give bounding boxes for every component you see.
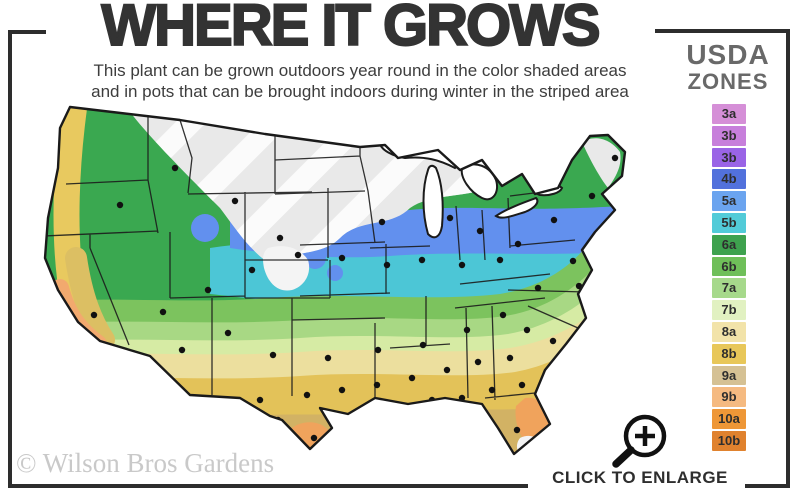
click-to-enlarge-label[interactable]: CLICK TO ENLARGE [552, 468, 728, 487]
legend-zone-5b: 5b [712, 212, 746, 233]
watermark: © Wilson Bros Gardens [16, 448, 275, 478]
city-dot [338, 254, 346, 262]
city-dot [506, 354, 514, 362]
city-dot [550, 216, 558, 224]
frame-right-border [786, 29, 790, 488]
city-dot [373, 381, 381, 389]
city-dot [418, 256, 426, 264]
legend-title: USDA ZONES [660, 40, 796, 94]
city-dot [514, 240, 522, 248]
city-dot [338, 386, 346, 394]
rockies-blue-patch [327, 265, 343, 281]
rockies-blue-patch [191, 214, 219, 242]
lake-erie [494, 196, 539, 219]
legend-zone-9b: 9b [712, 387, 746, 408]
city-dot [419, 341, 427, 349]
legend-zone-6a: 6a [712, 234, 746, 255]
legend-zone-8b: 8b [712, 343, 746, 364]
city-dot [276, 234, 284, 242]
zone-legend: 3a 3b 3b 4b 5a 5b 6a 6b 7a 7b 8a 8b 9a 9b 10a 10b [712, 104, 746, 451]
city-dot [224, 329, 232, 337]
maine-gray-patch [582, 138, 621, 188]
city-dot [523, 326, 531, 334]
city-dot [474, 358, 482, 366]
city-dot [204, 286, 212, 294]
legend-zone-7a: 7a [712, 278, 746, 299]
city-dot [384, 418, 392, 426]
legend-zone-3b: 3b [712, 125, 746, 146]
lake-huron [460, 163, 498, 201]
legend-zone-6b: 6b [712, 256, 746, 277]
legend-zone-3b: 3b [712, 147, 746, 168]
city-dot [269, 351, 277, 359]
us-outline [43, 105, 627, 456]
frame-bottom-right-border [745, 484, 790, 488]
city-dot [374, 346, 382, 354]
california-gold-strip [65, 247, 115, 351]
usda-zone-map[interactable] [30, 98, 645, 466]
legend-title-zones: ZONES [687, 69, 769, 94]
legend-zone-10a: 10a [712, 409, 746, 429]
city-dot [458, 261, 466, 269]
lake-michigan [422, 164, 444, 239]
city-dot [178, 346, 186, 354]
city-dot [248, 266, 256, 274]
city-dot [499, 311, 507, 319]
city-dot [159, 308, 167, 316]
city-dot [448, 421, 456, 429]
page-title: WHERE IT GROWS [100, 0, 601, 59]
frame-left-border [8, 30, 12, 488]
city-dot [303, 391, 311, 399]
city-dot [324, 354, 332, 362]
city-dot [496, 256, 504, 264]
city-dot [534, 284, 542, 292]
city-dot [480, 416, 488, 424]
city-dot [463, 326, 471, 334]
city-dot [294, 251, 302, 259]
city-dot [443, 366, 451, 374]
city-dot [118, 351, 126, 359]
subtitle-line-1: This plant can be grown outdoors year ro… [93, 61, 627, 80]
legend-zone-5a: 5a [712, 191, 746, 211]
city-dot [256, 396, 264, 404]
city-dot [116, 201, 124, 209]
city-dot [588, 192, 596, 200]
city-dot [513, 426, 521, 434]
city-dot [90, 311, 98, 319]
rockies-blue-patch [304, 247, 326, 269]
legend-zone-3a: 3a [712, 104, 746, 124]
city-dot [446, 214, 454, 222]
city-dot [476, 227, 484, 235]
city-dot [620, 218, 625, 226]
city-dot [611, 154, 619, 162]
legend-zone-4b: 4b [712, 169, 746, 190]
legend-zone-9a: 9a [712, 365, 746, 386]
city-dot [549, 337, 557, 345]
city-dot [518, 381, 526, 389]
city-dot [488, 386, 496, 394]
subtitle-line-2: and in pots that can be brought indoors … [91, 82, 629, 101]
city-dot [171, 164, 179, 172]
frame-bottom-left-border [8, 484, 528, 488]
city-dot [383, 261, 391, 269]
city-dot [603, 236, 611, 244]
legend-zone-7b: 7b [712, 300, 746, 320]
city-dot [231, 197, 239, 205]
city-dot [408, 374, 416, 382]
city-dot [378, 218, 386, 226]
city-dot [569, 257, 577, 265]
city-dot [310, 434, 318, 442]
subtitle: This plant can be grown outdoors year ro… [40, 60, 680, 102]
legend-zone-10b: 10b [712, 430, 746, 451]
frame-top-right-border [655, 29, 790, 33]
frame-top-left-dash [8, 30, 46, 34]
magnifier-icon[interactable] [605, 405, 683, 471]
legend-title-usda: USDA [686, 39, 770, 70]
legend-zone-8a: 8a [712, 321, 746, 342]
